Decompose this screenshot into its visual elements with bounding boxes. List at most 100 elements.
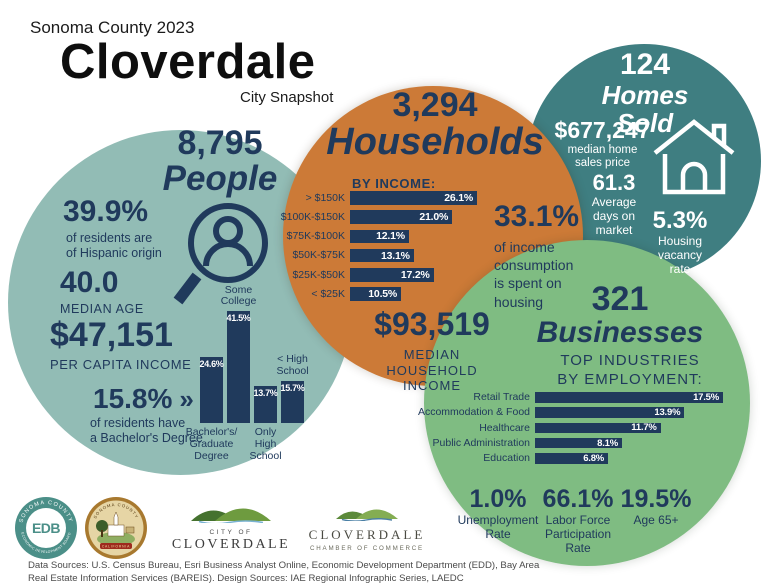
per-capita-income-stat: $47,151 PER CAPITA INCOME — [50, 318, 191, 372]
homes-label: Homes Sold — [601, 79, 689, 139]
vacancy-stat: 5.3% Housing vacancy rate — [640, 208, 720, 277]
household_income-row: > $150K 26.1% — [268, 191, 477, 205]
industries-category-label: Healthcare — [479, 421, 530, 434]
household_income-category-label: $75K-$100K — [286, 230, 345, 243]
industries-bar-value: 13.9% — [654, 407, 681, 419]
median-income-label: MEDIAN HOUSEHOLD INCOME — [386, 347, 478, 394]
industries-bar: 17.5% — [535, 392, 723, 403]
businesses-circle — [424, 240, 750, 566]
homes-count: 124 — [619, 48, 671, 81]
vacancy-value: 5.3% — [652, 207, 708, 234]
house-icon — [653, 119, 735, 195]
region-kicker: Sonoma County 2023 — [30, 18, 195, 37]
education-category-label: Bachelor's/ Graduate Degree — [185, 426, 238, 462]
household_income-category-label: $25K-$50K — [292, 268, 345, 281]
labor-force-value: 66.1% — [542, 485, 614, 513]
unemployment-label: Unemployment Rate — [457, 513, 539, 542]
industries-row: Public Administration 8.1% — [412, 438, 723, 449]
industries-chart: Retail Trade 17.5% Accommodation & Food 13.… — [412, 392, 723, 468]
household_income-bar: 13.1% — [350, 248, 414, 263]
chamber-of-commerce-logo: CLOVERDALE CHAMBER OF COMMERCE — [298, 502, 436, 552]
income-chart: > $150K 26.1% $100K-$150K 21.0% $75K-$100K 12… — [268, 191, 477, 307]
bachelors-value: 15.8% — [93, 383, 173, 414]
education-bar: 41.5% — [226, 311, 251, 423]
median-income-stat: $93,519 MEDIAN HOUSEHOLD INCOME — [352, 306, 512, 394]
median-age-value: 40.0 — [60, 266, 119, 299]
vacancy-desc: Housing vacancy rate — [657, 234, 703, 276]
days-on-market-desc: Average days on market — [591, 195, 637, 237]
median-income-value: $93,519 — [374, 306, 490, 342]
businesses-count: 321 — [591, 280, 649, 318]
education-bar: 24.6% — [199, 356, 224, 423]
education-bar-value: 41.5% — [226, 313, 251, 323]
age65-label: Age 65+ — [633, 513, 679, 528]
industries-bar-value: 11.7% — [631, 422, 657, 434]
page-title: Cloverdale — [60, 35, 316, 89]
industries-row: Healthcare 11.7% — [412, 421, 723, 434]
education-chart: 24.6% Bachelor's/ Graduate Degree 41.5% Som… — [186, 283, 316, 470]
age65-stat: 19.5% Age 65+ — [612, 486, 700, 528]
household_income-bar-value: 10.5% — [368, 288, 398, 301]
housing-consumption-value: 33.1% — [494, 200, 580, 233]
chamber-logo-line2: CHAMBER OF COMMERCE — [310, 545, 424, 552]
people-label: People — [162, 158, 278, 198]
industries-bar-value: 6.8% — [583, 452, 605, 464]
industries-row: Retail Trade 17.5% — [412, 392, 723, 403]
education-category-label: Some College — [220, 283, 257, 308]
household_income-bar-value: 17.2% — [400, 268, 430, 281]
city-logo-line1: CITY OF — [209, 529, 253, 536]
household_income-category-label: $50K-$75K — [292, 249, 345, 262]
magnifier-person-icon — [173, 203, 268, 305]
income-chart-title: BY INCOME: — [352, 176, 436, 191]
household_income-bar-value: 21.0% — [419, 211, 449, 224]
education-bar: 15.7% — [280, 380, 305, 423]
industries-category-label: Retail Trade — [473, 391, 530, 403]
city-of-cloverdale-logo: CITY OF CLOVERDALE — [168, 498, 294, 553]
industries-row: Education 6.8% — [412, 453, 723, 464]
household_income-bar: 12.1% — [350, 229, 409, 244]
home-price-stat: $677,247 median home sales price — [545, 118, 660, 171]
data-sources-text: Data Sources: U.S. Census Bureau, Esri B… — [28, 560, 540, 585]
households-headline: 3,294 Households — [300, 88, 570, 163]
households-label: Households — [326, 120, 544, 163]
per-capita-income-label: PER CAPITA INCOME — [50, 357, 192, 372]
household_income-bar: 21.0% — [350, 210, 453, 224]
per-capita-income-value: $47,151 — [50, 316, 173, 354]
education-bar: 13.7% — [253, 386, 278, 423]
household_income-row: $75K-$100K 12.1% — [268, 229, 477, 244]
hispanic-desc: of residents are of Hispanic origin — [66, 231, 162, 260]
households-count: 3,294 — [392, 86, 478, 124]
people-headline: 8,795 People — [120, 126, 320, 197]
hispanic-value: 39.9% — [63, 195, 149, 228]
svg-text:CALIFORNIA: CALIFORNIA — [102, 545, 130, 549]
labor-force-stat: 66.1% Labor Force Participation Rate — [528, 486, 628, 556]
homes-headline: 124 Homes Sold — [575, 48, 715, 139]
household_income-category-label: $100K-$150K — [280, 210, 345, 223]
household_income-bar: 10.5% — [350, 287, 402, 301]
hispanic-stat: 39.9% of residents are of Hispanic origi… — [63, 197, 162, 261]
bachelors-stat: 15.8% » — [93, 385, 194, 413]
education-category-label: Only High School — [249, 426, 282, 462]
household_income-row: < $25K 10.5% — [268, 287, 477, 301]
education-bar-value: 24.6% — [199, 358, 224, 369]
industries-row: Accommodation & Food 13.9% — [412, 407, 723, 418]
chamber-hills-icon — [336, 509, 398, 522]
industries-category-label: Education — [483, 452, 530, 465]
household_income-bar: 17.2% — [350, 268, 434, 282]
housing-consumption-desc: of income consumption is spent on housin… — [494, 239, 574, 310]
education-bar-value: 15.7% — [280, 382, 305, 393]
industries-chart-title: TOP INDUSTRIES BY EMPLOYMENT: — [557, 352, 703, 388]
household_income-bar-value: 12.1% — [376, 230, 405, 243]
industries-bar: 8.1% — [535, 438, 623, 449]
industries-bar: 6.8% — [535, 452, 609, 464]
bachelors-desc: of residents have a Bachelor's Degree — [90, 416, 203, 445]
city-logo-line2: CLOVERDALE — [171, 537, 291, 552]
industries-bar-value: 17.5% — [693, 391, 719, 403]
industries-category-label: Public Administration — [432, 436, 530, 449]
city-hills-icon — [191, 508, 271, 525]
unemployment-value: 1.0% — [469, 485, 527, 513]
industries-bar: 13.9% — [535, 407, 685, 419]
days-on-market-stat: 61.3 Average days on market — [578, 171, 650, 237]
days-on-market-value: 61.3 — [592, 170, 636, 195]
median-age-label: MEDIAN AGE — [60, 302, 144, 316]
